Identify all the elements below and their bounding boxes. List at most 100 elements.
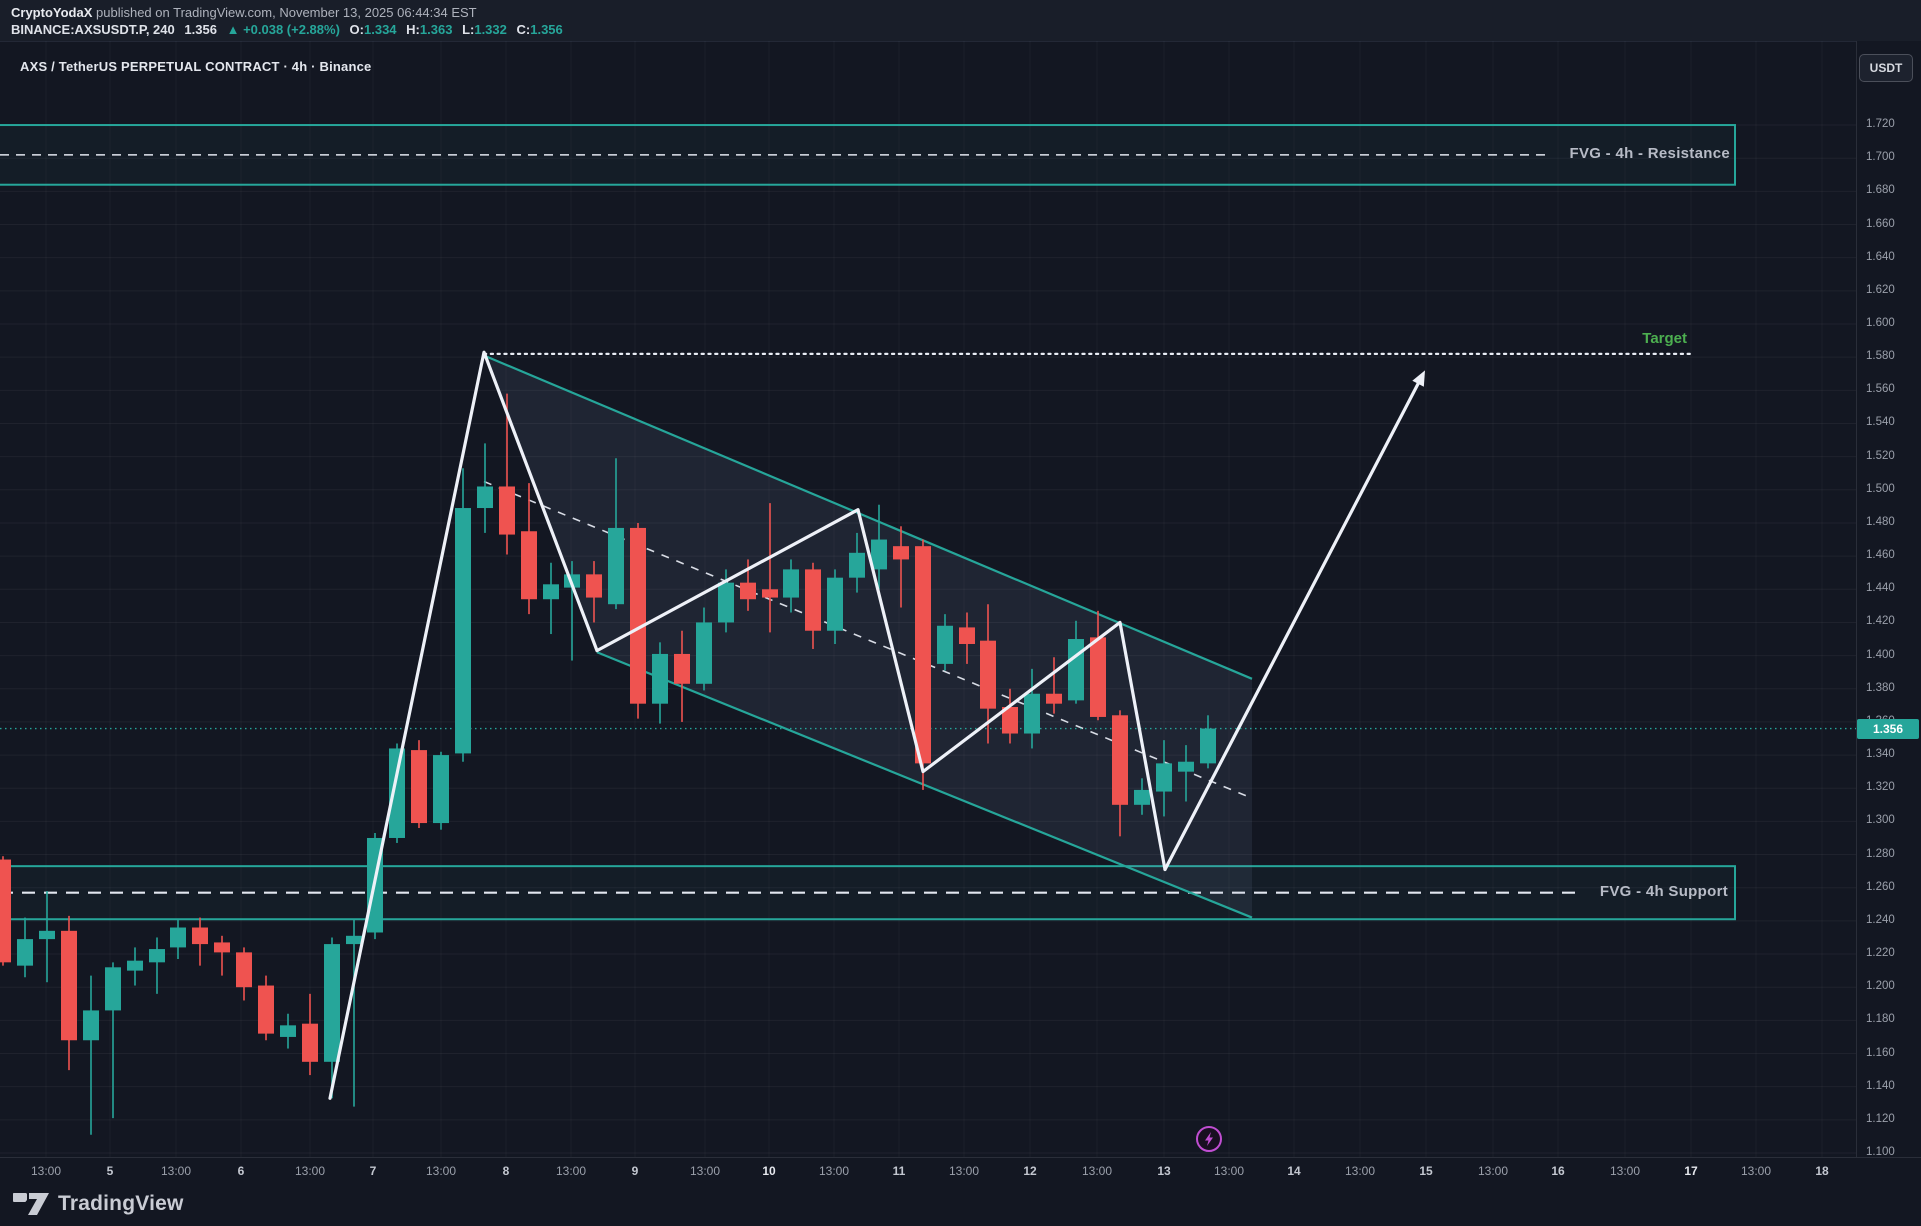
low-label: L:	[462, 22, 475, 37]
price-axis-label: 1.480	[1866, 515, 1895, 528]
price-axis-label: 1.320	[1866, 781, 1895, 794]
candle-body	[477, 486, 493, 509]
candle-body	[236, 952, 252, 988]
price-axis-label: 1.160	[1866, 1046, 1895, 1059]
candle-body	[1002, 706, 1018, 734]
candle-body	[980, 640, 996, 709]
candle-body	[1112, 715, 1128, 805]
candle-body	[783, 569, 799, 598]
candle-body	[214, 942, 230, 953]
candle-body	[433, 755, 449, 824]
candle-body	[521, 531, 537, 600]
time-axis-label: 13:00	[1344, 1164, 1376, 1178]
author-name[interactable]: CryptoYodaX	[11, 5, 93, 20]
symbol-text[interactable]: BINANCE:AXSUSDT.P, 240	[11, 22, 175, 37]
candle-body	[937, 625, 953, 664]
price-axis-label: 1.280	[1866, 847, 1895, 860]
time-axis-label: 13:00	[689, 1164, 721, 1178]
time-axis-label: 13:00	[425, 1164, 457, 1178]
target-label[interactable]: Target	[1642, 329, 1687, 347]
candle-body	[192, 927, 208, 945]
candle-body	[1134, 789, 1150, 805]
candle-body	[849, 552, 865, 578]
price-axis-label: 1.560	[1866, 383, 1895, 396]
published-text: published on TradingView.com, November 1…	[92, 5, 477, 20]
channel-fill	[484, 355, 1252, 918]
date-axis-label: 14	[1287, 1164, 1301, 1178]
candle-body	[1046, 693, 1062, 704]
time-axis-label: 13:00	[160, 1164, 192, 1178]
candle-body	[1200, 728, 1216, 764]
candle-body	[1024, 693, 1040, 734]
tradingview-logo-icon	[13, 1193, 49, 1215]
candle-body	[1068, 639, 1084, 701]
date-axis-label: 18	[1815, 1164, 1829, 1178]
channel-upper-line[interactable]	[483, 354, 1253, 680]
candle-body	[280, 1025, 296, 1037]
date-axis-label: 15	[1419, 1164, 1433, 1178]
price-axis-label: 1.600	[1866, 317, 1895, 329]
candle-body	[499, 486, 515, 535]
currency-toggle-button[interactable]: USDT	[1859, 54, 1913, 82]
price-axis-label: 1.660	[1866, 217, 1895, 230]
candle-body	[959, 627, 975, 644]
channel-lower-line[interactable]	[596, 651, 1253, 919]
candle-body	[1178, 761, 1194, 772]
close-value: 1.356	[530, 22, 563, 37]
candle-body	[455, 508, 471, 754]
time-axis-label: 13:00	[818, 1164, 850, 1178]
chart-legend-title[interactable]: AXS / TetherUS PERPETUAL CONTRACT · 4h ·…	[20, 59, 372, 74]
candle-body	[302, 1023, 318, 1062]
price-axis-label: 1.680	[1866, 184, 1895, 197]
time-axis-label: 13:00	[1081, 1164, 1113, 1178]
price-axis-label: 1.700	[1866, 151, 1895, 164]
candle-body	[871, 539, 887, 570]
tradingview-logo[interactable]: TradingView	[13, 1192, 184, 1216]
price-axis-label: 1.460	[1866, 549, 1895, 562]
price-axis-label: 1.380	[1866, 681, 1895, 694]
time-axis-label: 13:00	[948, 1164, 980, 1178]
change-arrow-icon: ▲	[226, 22, 240, 37]
time-axis-label: 13:00	[294, 1164, 326, 1178]
price-axis-label: 1.100	[1866, 1146, 1895, 1158]
high-value: 1.363	[419, 22, 453, 37]
published-line: CryptoYodaX published on TradingView.com…	[11, 5, 477, 20]
candle-body	[630, 527, 646, 704]
fvg-resistance-label[interactable]: FVG - 4h - Resistance	[1569, 144, 1730, 162]
candle-body	[127, 960, 143, 971]
projection-arrow-line[interactable]	[1163, 382, 1420, 872]
candle-body	[1156, 763, 1172, 792]
candle-body	[718, 582, 734, 623]
price-axis-label: 1.580	[1866, 350, 1895, 363]
price-axis-label: 1.260	[1866, 880, 1895, 893]
date-axis-label: 17	[1684, 1164, 1698, 1178]
candle-body	[411, 750, 427, 824]
time-axis-label: 13:00	[1740, 1164, 1772, 1178]
price-axis-label: 1.540	[1866, 416, 1895, 429]
time-axis[interactable]: 13:00 5 13:00 6 13:00 7 13:00 8 13:00 9 13:00 10 13:…	[0, 1157, 1856, 1185]
last-price-badge: 1.356	[1857, 718, 1919, 739]
candle-body	[762, 589, 778, 598]
candle-body	[389, 748, 405, 838]
price-axis-label: 1.200	[1866, 980, 1895, 993]
price-axis-label: 1.340	[1866, 748, 1895, 761]
price-chart-canvas[interactable]	[0, 41, 1856, 1157]
candle-body	[170, 927, 186, 948]
price-axis-label: 1.620	[1866, 283, 1895, 296]
price-axis[interactable]: 1.720 1.700 1.680 1.660 1.640 1.620 1.600 1.580…	[1856, 41, 1921, 1191]
candle-body	[543, 584, 559, 600]
price-axis-label: 1.640	[1866, 250, 1895, 263]
candle-body	[652, 653, 668, 704]
footer: TradingView	[0, 1184, 1921, 1226]
zigzag-pattern-drawing[interactable]	[328, 350, 1167, 1100]
fvg-support-label[interactable]: FVG - 4h Support	[1599, 882, 1728, 900]
candle-body	[83, 1010, 99, 1041]
last-price-text: 1.356	[184, 22, 217, 37]
candle-body	[258, 985, 274, 1034]
high-label: H:	[406, 22, 420, 37]
candle-body	[805, 569, 821, 631]
date-axis-label: 7	[369, 1164, 377, 1178]
date-axis-label: 10	[762, 1164, 776, 1178]
candle-body	[740, 582, 756, 600]
